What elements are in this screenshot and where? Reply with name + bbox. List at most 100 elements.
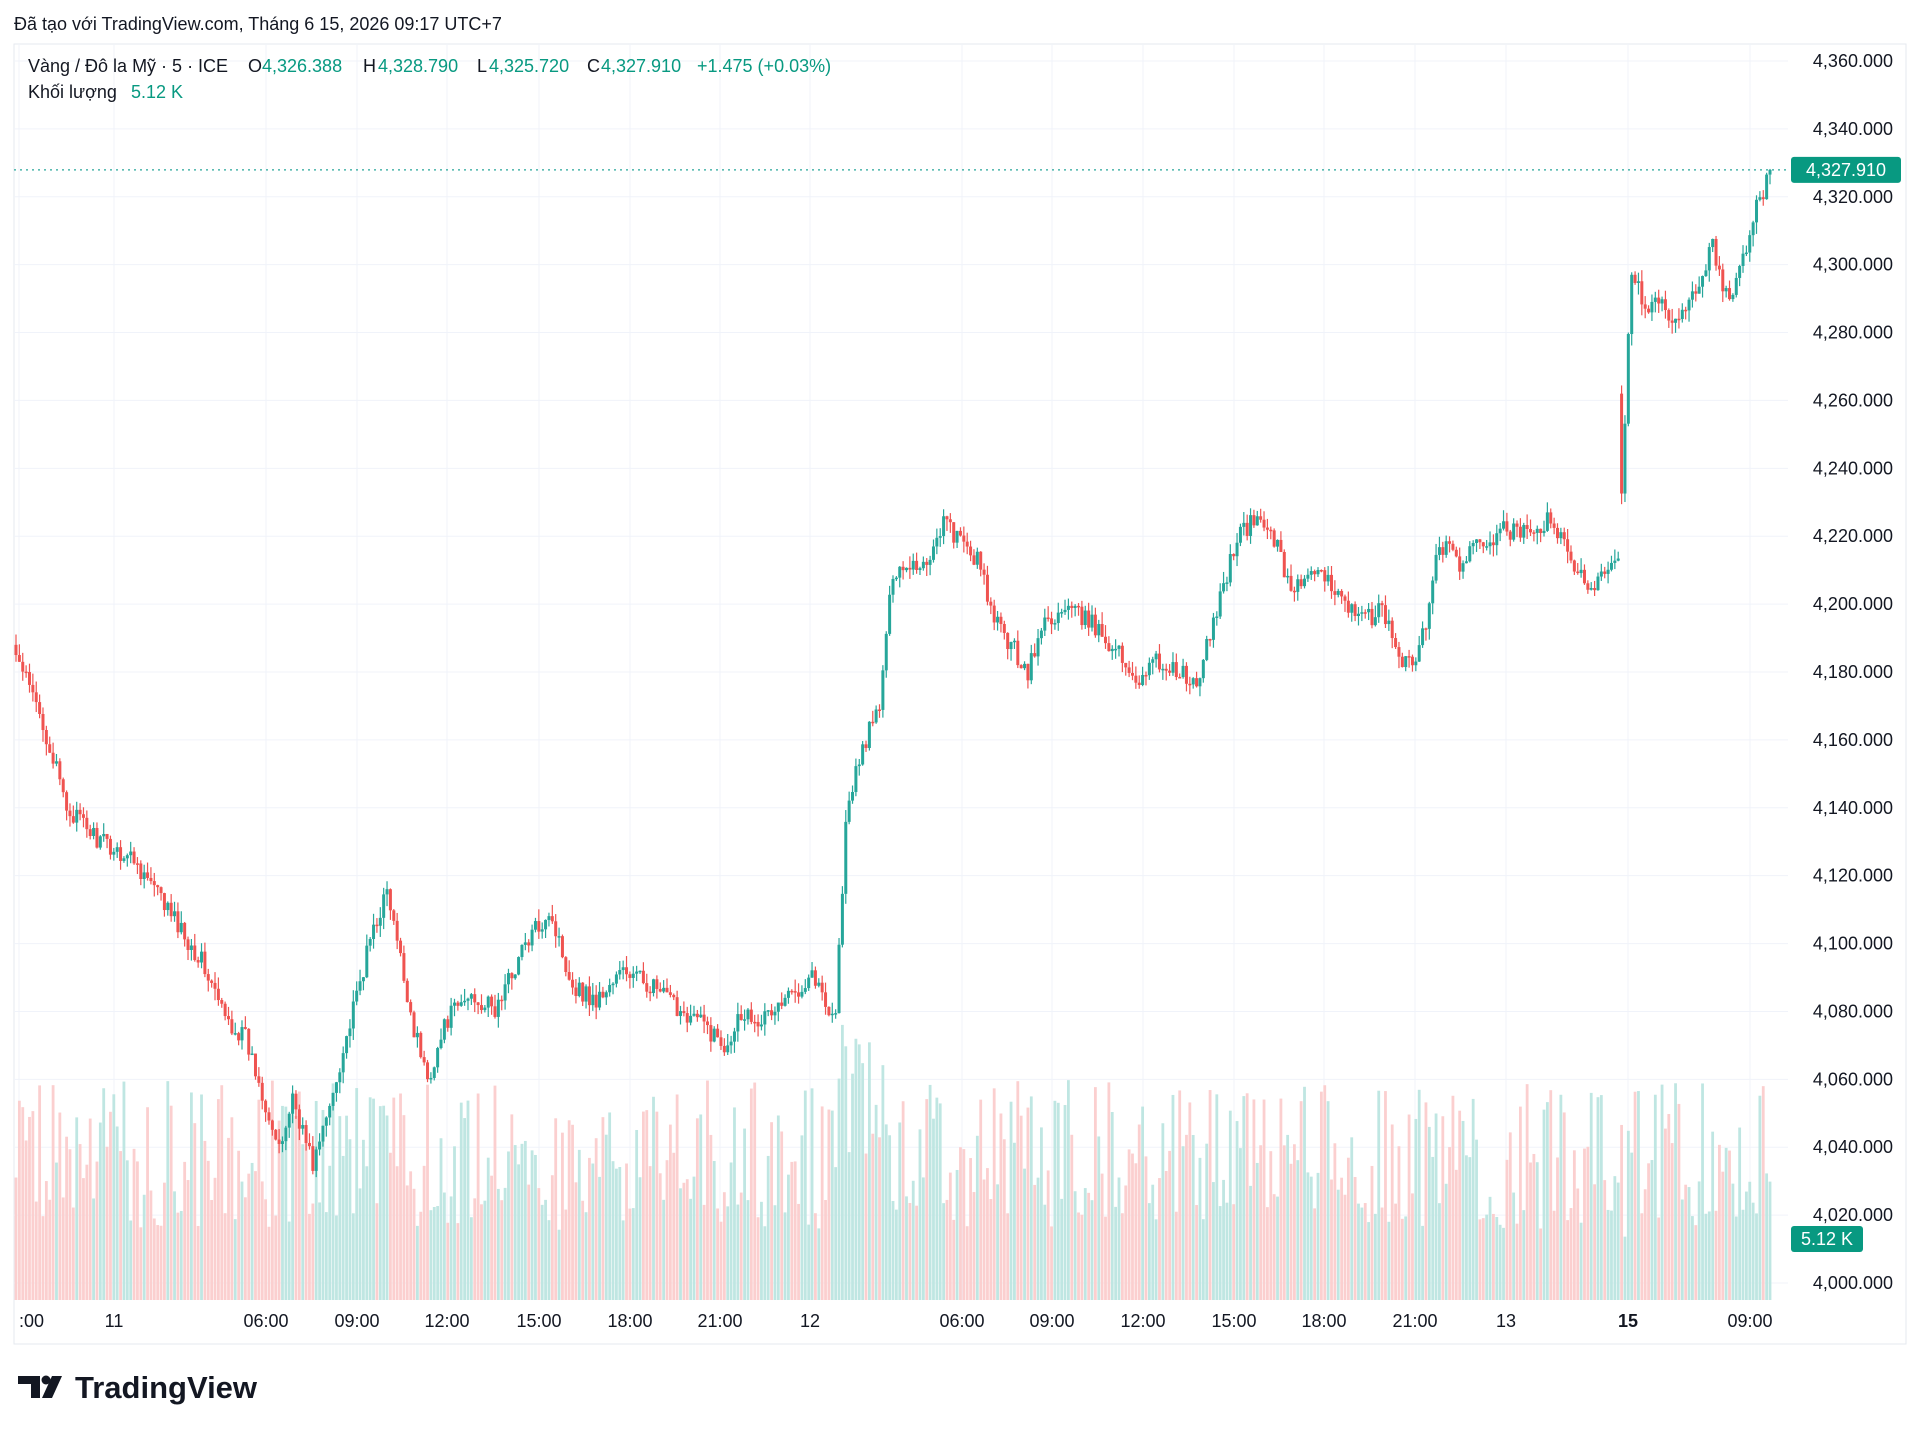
volume-bar (1630, 1152, 1634, 1300)
volume-bar (82, 1178, 85, 1300)
volume-bar (679, 1188, 682, 1300)
volume-bar (156, 1225, 160, 1300)
legend-open-value: 4,326.388 (262, 56, 342, 76)
volume-bar (14, 1177, 18, 1300)
candle-body (891, 578, 895, 595)
volume-bar (615, 1168, 618, 1300)
volume-bar (183, 1161, 187, 1300)
volume-bar (109, 1111, 112, 1300)
candle-body (1620, 393, 1624, 494)
candle-body (213, 982, 217, 989)
candle-body (1134, 675, 1138, 683)
candle-body (307, 1142, 311, 1147)
candle-body (334, 1082, 338, 1093)
candle-body (1505, 521, 1509, 532)
candle-body (1077, 605, 1081, 608)
volume-bar (240, 1181, 244, 1300)
candle-body (405, 980, 409, 1003)
time-axis[interactable]: :00 11 06:00 09:00 12:00 15:00 18:00 21:00 12 06:… (19, 1311, 1773, 1331)
candle-body (31, 684, 35, 693)
candle-body (530, 929, 534, 946)
volume-bar (1390, 1124, 1394, 1300)
volume-bar (1400, 1218, 1404, 1300)
volume-bar (267, 1226, 271, 1300)
volume-bar (1036, 1177, 1040, 1300)
volume-bar (655, 1111, 659, 1300)
candle-body (1454, 549, 1458, 557)
volume-bar (1623, 1236, 1627, 1300)
volume-bar (1252, 1099, 1256, 1300)
candle-body (1481, 542, 1485, 547)
volume-bar (459, 1102, 463, 1300)
volume-bar (625, 1163, 628, 1300)
volume-bar (1549, 1090, 1553, 1300)
volume-bar (1458, 1110, 1462, 1300)
volume-bar (1319, 1091, 1323, 1300)
candle-body (92, 827, 96, 837)
candle-body (1512, 523, 1516, 540)
candle-body (473, 994, 477, 1003)
volume-bar (270, 1080, 274, 1300)
volume-bar (517, 1164, 520, 1300)
volume-bar (1387, 1221, 1391, 1300)
candle-body (1444, 541, 1448, 555)
volume-bar (729, 1162, 733, 1300)
candle-body (520, 944, 524, 958)
volume-bar (1330, 1179, 1333, 1300)
volume-bar (908, 1203, 912, 1300)
volume-bar (1377, 1090, 1381, 1300)
candle-body (486, 996, 490, 1008)
candle-body (1414, 661, 1418, 666)
volume-bar (675, 1094, 679, 1300)
volume-bar (972, 1192, 976, 1300)
volume-bar (31, 1111, 35, 1300)
tradingview-logo[interactable]: TradingView (18, 1370, 258, 1405)
volume-bar (611, 1161, 615, 1300)
time-tick-label: 12:00 (424, 1311, 469, 1331)
candle-body (851, 792, 855, 801)
volume-bar (989, 1199, 993, 1300)
volume-bar (1670, 1143, 1674, 1300)
volume-bar (1505, 1159, 1509, 1300)
candle-body (1674, 318, 1678, 323)
volume-bar (122, 1081, 126, 1300)
volume-bar (1471, 1098, 1475, 1300)
volume-bar (469, 1217, 473, 1300)
candle-body (253, 1053, 257, 1077)
volume-bar (324, 1212, 328, 1300)
candle-body (280, 1141, 284, 1144)
candle-body (675, 997, 679, 1016)
candle-body (1006, 632, 1010, 650)
volume-bar (668, 1124, 672, 1300)
price-axis[interactable]: 4,000.000 4,020.000 4,040.000 4,060.000 4,08… (1813, 51, 1893, 1293)
volume-bar (1738, 1127, 1742, 1300)
volume-bar (1093, 1087, 1097, 1300)
volume-bar (1626, 1130, 1630, 1300)
volume-bar (216, 1099, 220, 1300)
volume-bar (743, 1128, 746, 1300)
volume-bar (1640, 1213, 1644, 1300)
volume-bar (952, 1219, 956, 1300)
volume-bar (1357, 1203, 1360, 1300)
candle-body (1572, 560, 1576, 572)
volume-bar (520, 1143, 524, 1300)
time-tick-label: 18:00 (1301, 1311, 1346, 1331)
volume-bar (119, 1151, 122, 1300)
candle-series[interactable] (14, 168, 1772, 1178)
volume-bar (1208, 1090, 1212, 1300)
candle-body (1549, 512, 1553, 524)
candle-body (739, 1014, 743, 1021)
candle-body (1761, 197, 1765, 200)
candle-body (702, 1014, 706, 1022)
volume-bar (1751, 1202, 1755, 1300)
volume-bar (1151, 1184, 1155, 1300)
candle-body (135, 863, 139, 865)
candle-body (1053, 623, 1057, 625)
volume-bar (942, 1203, 945, 1300)
candle-body (567, 972, 571, 980)
candle-body (257, 1076, 261, 1083)
candle-body (658, 988, 662, 992)
legend-high-value: 4,328.790 (378, 56, 458, 76)
volume-bar (1006, 1213, 1010, 1300)
